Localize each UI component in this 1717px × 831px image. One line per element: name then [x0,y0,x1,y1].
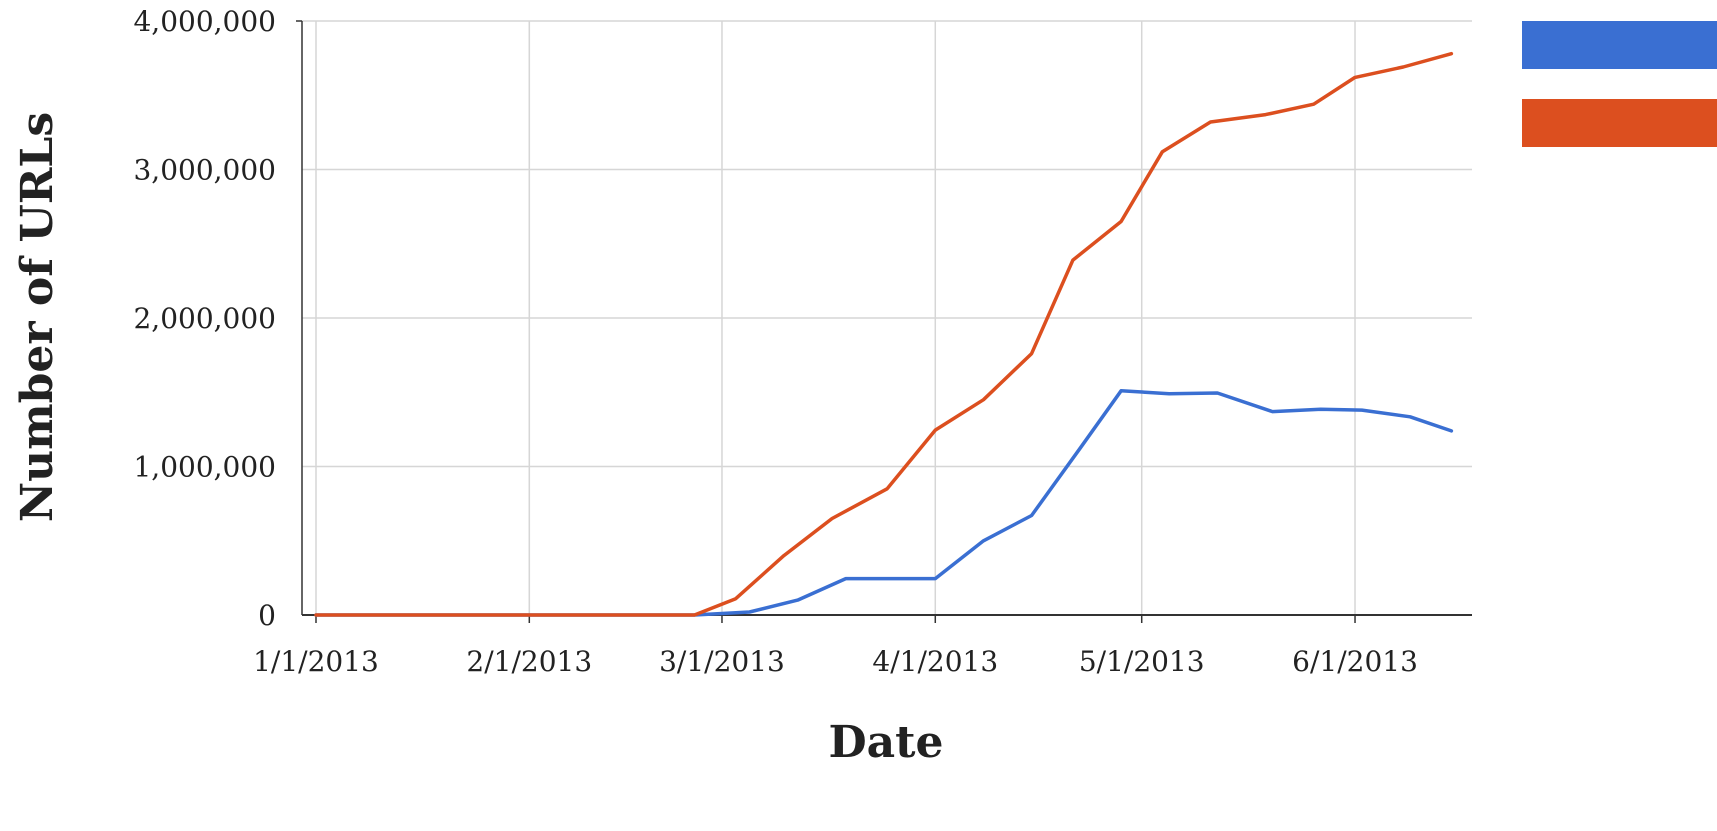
x-tick-label: 3/1/2013 [659,645,785,678]
legend-swatch-1 [1522,21,1717,69]
y-tick-label: 3,000,000 [133,154,276,187]
series-line-2 [314,51,1454,617]
x-axis-title: Date [829,717,944,768]
gridlines [302,20,1472,615]
x-tick-label: 2/1/2013 [466,645,592,678]
y-tick-label: 4,000,000 [133,5,276,38]
y-tick-label: 0 [258,599,276,632]
legend-swatch-2 [1522,99,1717,147]
x-tick-label: 1/1/2013 [253,645,379,678]
y-axis-title: Number of URLs [12,112,63,522]
x-tick-label: 4/1/2013 [872,645,998,678]
y-tick-label: 1,000,000 [133,451,276,484]
y-tick-labels: 0 1,000,000 2,000,000 3,000,000 4,000,000 [133,5,276,632]
series-lines [314,51,1454,617]
x-tick-label: 6/1/2013 [1292,645,1418,678]
x-tick-label: 5/1/2013 [1079,645,1205,678]
y-tick-label: 2,000,000 [133,302,276,335]
x-tick-labels: 1/1/2013 2/1/2013 3/1/2013 4/1/2013 5/1/2013… [253,645,1418,678]
legend [1522,21,1717,147]
series-line-1 [314,389,1454,617]
axes [296,20,1472,623]
